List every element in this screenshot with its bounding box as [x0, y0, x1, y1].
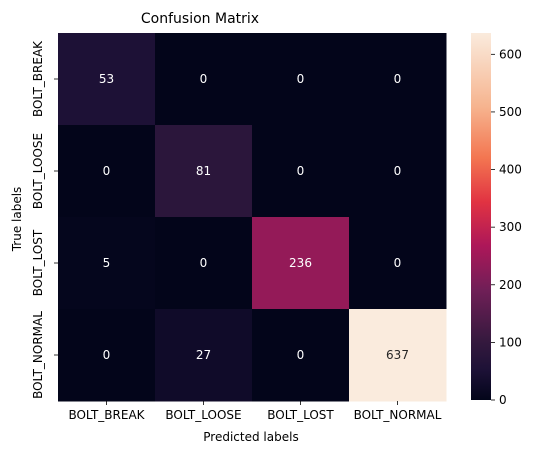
- cell-value-label: 0: [297, 164, 305, 178]
- y-axis-ticks: BOLT_BREAK BOLT_LOOSE BOLT_LOST BOLT_NORMAL: [31, 40, 58, 399]
- y-tick-label: BOLT_BREAK: [31, 40, 45, 117]
- cell-value-label: 637: [386, 348, 409, 362]
- x-tick-label: BOLT_LOOSE: [165, 408, 241, 422]
- cell-value-label: 0: [103, 164, 111, 178]
- x-axis-ticks: BOLT_BREAK BOLT_LOOSE BOLT_LOST BOLT_NORMAL: [68, 401, 442, 422]
- cell-value-label: 0: [394, 72, 402, 86]
- colorbar-ticks: 0 100 200 300 400 500 600: [491, 47, 522, 407]
- heatmap-cell: [349, 33, 447, 126]
- colorbar-tick-label: 200: [499, 278, 522, 292]
- x-tick-label: BOLT_LOST: [267, 408, 334, 422]
- heatmap-cell: [58, 33, 156, 126]
- cell-value-label: 0: [103, 348, 111, 362]
- heatmap-cell: [155, 125, 253, 218]
- heatmap-cell: [349, 125, 447, 218]
- colorbar-tick-label: 600: [499, 47, 522, 61]
- heatmap-cell: [155, 309, 253, 402]
- colorbar-tick-label: 100: [499, 335, 522, 349]
- heatmap-cell: [349, 217, 447, 310]
- heatmap-cell: [58, 125, 156, 218]
- cell-value-label: 53: [99, 72, 114, 86]
- cell-value-label: 27: [196, 348, 211, 362]
- y-tick-label: BOLT_LOOSE: [31, 133, 45, 209]
- heatmap-cell: [252, 309, 350, 402]
- colorbar-tick-label: 0: [499, 393, 507, 407]
- cell-value-label: 81: [196, 164, 211, 178]
- heatmap-cell: [252, 217, 350, 310]
- colorbar-tick-label: 300: [499, 220, 522, 234]
- colorbar-tick-label: 500: [499, 105, 522, 119]
- cell-value-label: 236: [289, 256, 312, 270]
- heatmap-cell: [58, 309, 156, 402]
- y-tick-label: BOLT_LOST: [31, 229, 45, 296]
- chart-title: Confusion Matrix: [141, 11, 259, 27]
- cell-value-label: 0: [394, 164, 402, 178]
- heatmap-cell: [252, 125, 350, 218]
- cell-value-label: 0: [200, 256, 208, 270]
- colorbar: [471, 33, 491, 400]
- colorbar-tick-label: 400: [499, 163, 522, 177]
- y-axis-label: True labels: [10, 187, 24, 253]
- heatmap-cell: [349, 309, 447, 402]
- y-tick-label: BOLT_NORMAL: [31, 311, 45, 399]
- cell-value-label: 0: [297, 348, 305, 362]
- x-tick-label: BOLT_NORMAL: [354, 408, 442, 422]
- heatmap-cell: [155, 217, 253, 310]
- heatmap-cell: [155, 33, 253, 126]
- cell-value-label: 5: [103, 256, 111, 270]
- heatmap-cell: [252, 33, 350, 126]
- cell-value-label: 0: [394, 256, 402, 270]
- heatmap-cell: [58, 217, 156, 310]
- cell-value-label: 0: [297, 72, 305, 86]
- x-tick-label: BOLT_BREAK: [68, 408, 145, 422]
- heatmap-cells: 53 0 0 0 0 81 0 0 5 0 236 0 0 27 0 637: [58, 33, 447, 402]
- cell-value-label: 0: [200, 72, 208, 86]
- x-axis-label: Predicted labels: [203, 430, 298, 444]
